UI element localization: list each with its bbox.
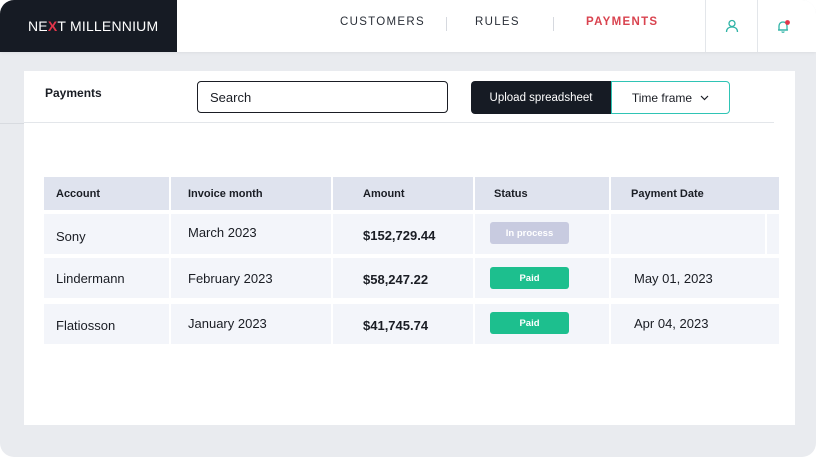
column-divider: [331, 258, 333, 298]
cell-invoice-month: March 2023: [188, 224, 257, 240]
column-header-payment-date[interactable]: Payment Date: [631, 187, 704, 200]
background-divider: [0, 123, 24, 124]
header-divider: [24, 122, 774, 123]
column-divider: [331, 214, 333, 254]
page-title: Payments: [45, 86, 102, 100]
status-badge: Paid: [490, 312, 569, 334]
cell-invoice-month: February 2023: [188, 270, 273, 286]
column-divider: [765, 214, 767, 254]
upload-spreadsheet-button[interactable]: Upload spreadsheet: [471, 81, 611, 114]
payments-card: Payments Upload spreadsheet Time frame A…: [24, 71, 795, 425]
column-divider: [169, 214, 171, 254]
brand-logo-x: X: [47, 18, 58, 34]
cell-account: Flatiosson: [56, 317, 116, 333]
cell-payment-date: May 01, 2023: [634, 270, 713, 286]
nav-divider: [446, 17, 447, 31]
user-icon: [725, 19, 738, 33]
table-row[interactable]: Sony March 2023 $152,729.44 In process: [44, 214, 779, 254]
cell-amount: $58,247.22: [363, 271, 429, 287]
nav-rules[interactable]: RULES: [475, 16, 520, 28]
time-frame-label: Time frame: [631, 90, 693, 105]
brand-logo-text-end: T MILLENNIUM: [57, 18, 159, 34]
column-header-invoice-month[interactable]: Invoice month: [188, 187, 263, 200]
column-divider: [609, 304, 611, 344]
status-badge: In process: [490, 222, 569, 244]
top-navigation-bar: NE X T MILLENNIUM CUSTOMERS RULES PAYMENTS: [0, 0, 816, 52]
table-row[interactable]: Lindermann February 2023 $58,247.22 Paid…: [44, 258, 779, 298]
cell-amount: $152,729.44: [363, 227, 436, 243]
column-divider: [169, 177, 171, 210]
column-divider: [473, 214, 475, 254]
column-header-status[interactable]: Status: [494, 187, 528, 200]
brand-logo-text-start: NE: [28, 18, 48, 34]
chevron-down-icon: [700, 95, 709, 100]
notifications-button[interactable]: [757, 0, 809, 52]
status-badge: Paid: [490, 267, 569, 289]
column-divider: [169, 258, 171, 298]
nav-customers[interactable]: CUSTOMERS: [340, 16, 425, 28]
column-divider: [169, 304, 171, 344]
column-header-amount[interactable]: Amount: [363, 187, 405, 200]
table-header: Account Invoice month Amount Status Paym…: [44, 177, 779, 210]
column-divider: [473, 304, 475, 344]
brand-logo[interactable]: NE X T MILLENNIUM: [0, 0, 177, 52]
column-header-account[interactable]: Account: [56, 187, 100, 200]
time-frame-dropdown[interactable]: Time frame: [611, 81, 730, 114]
user-profile-button[interactable]: [705, 0, 757, 52]
cell-account: Lindermann: [56, 270, 125, 286]
column-divider: [473, 177, 475, 210]
column-divider: [609, 214, 611, 254]
column-divider: [609, 258, 611, 298]
nav-divider: [553, 17, 554, 31]
column-divider: [331, 304, 333, 344]
table-row[interactable]: Flatiosson January 2023 $41,745.74 Paid …: [44, 304, 779, 344]
cell-account: Sony: [56, 228, 86, 244]
column-divider: [331, 177, 333, 210]
cell-payment-date: Apr 04, 2023: [634, 315, 709, 331]
cell-amount: $41,745.74: [363, 317, 429, 333]
nav-payments[interactable]: PAYMENTS: [586, 16, 659, 28]
column-divider: [473, 258, 475, 298]
upload-spreadsheet-label: Upload spreadsheet: [489, 91, 593, 104]
column-divider: [609, 177, 611, 210]
cell-invoice-month: January 2023: [188, 315, 267, 331]
notification-bell-icon: [778, 19, 790, 33]
search-input[interactable]: [197, 81, 448, 113]
